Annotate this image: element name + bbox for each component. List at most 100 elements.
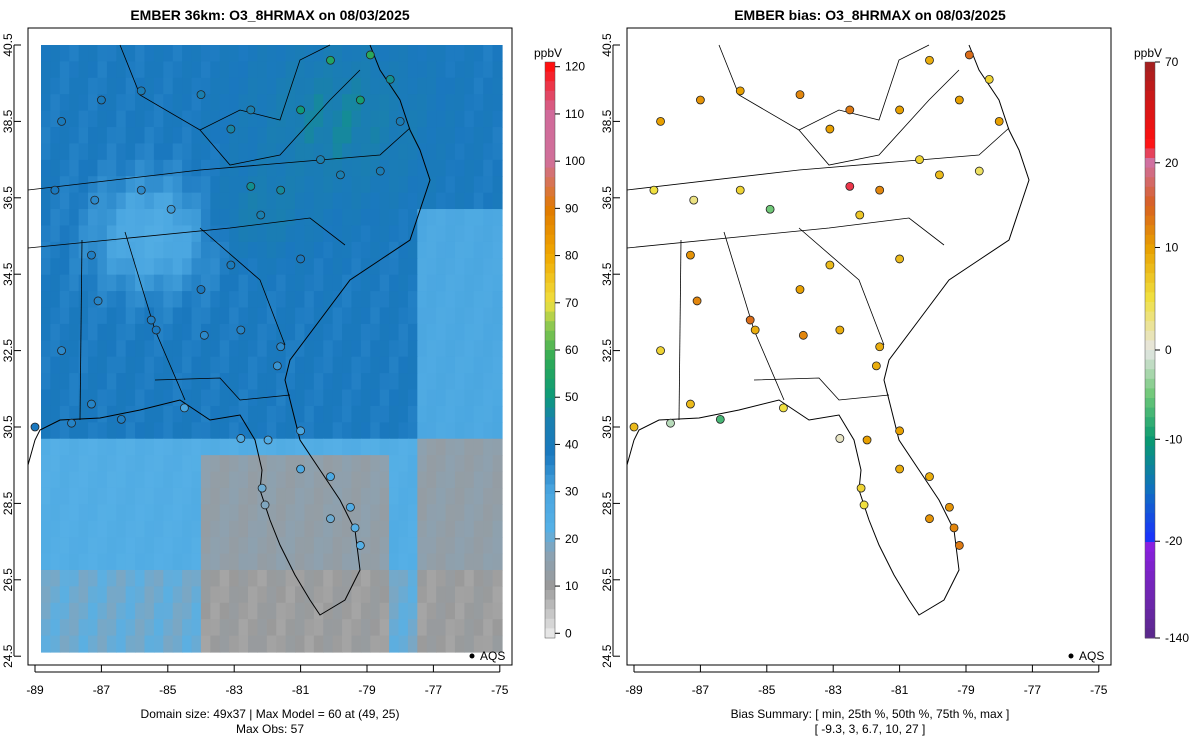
grid-cell: [445, 537, 456, 555]
grid-cell: [332, 127, 343, 145]
grid-cell: [116, 422, 127, 440]
grid-cell: [191, 274, 202, 292]
grid-cell: [116, 586, 127, 604]
bias-point: [875, 185, 885, 195]
grid-cell: [59, 77, 70, 95]
grid-cell: [229, 569, 240, 587]
grid-cell: [50, 176, 61, 194]
grid-cell: [59, 422, 70, 440]
grid-cell: [116, 323, 127, 341]
grid-cell: [276, 291, 287, 309]
grid-cell: [304, 455, 315, 473]
grid-cell: [304, 291, 315, 309]
grid-cell: [285, 159, 296, 177]
grid-cell: [351, 471, 362, 489]
grid-cell: [417, 487, 428, 505]
grid-cell: [313, 77, 324, 95]
grid-cell: [379, 356, 390, 374]
grid-cell: [360, 340, 371, 358]
grid-cell: [50, 225, 61, 243]
grid-cell: [436, 94, 447, 112]
grid-cell: [483, 274, 494, 292]
grid-cell: [135, 422, 146, 440]
colorbar-segment: [1145, 273, 1155, 284]
grid-cell: [106, 471, 117, 489]
grid-cell: [379, 176, 390, 194]
grid-cell: [473, 225, 484, 243]
grid-cell: [106, 487, 117, 505]
grid-cell: [229, 241, 240, 259]
grid-cell: [229, 553, 240, 571]
grid-cell: [276, 487, 287, 505]
grid-cell: [464, 258, 475, 276]
grid-cell: [191, 635, 202, 653]
grid-cell: [379, 225, 390, 243]
grid-cell: [97, 356, 108, 374]
grid-cell: [191, 455, 202, 473]
grid-cell: [200, 209, 211, 227]
grid-cell: [97, 619, 108, 637]
grid-cell: [492, 471, 503, 489]
grid-cell: [295, 569, 306, 587]
grid-cell: [323, 61, 334, 79]
grid-cell: [182, 619, 193, 637]
grid-cell: [436, 110, 447, 128]
grid-cell: [266, 159, 277, 177]
grid-cell: [182, 94, 193, 112]
grid-cell: [323, 619, 334, 637]
bias-point: [845, 181, 855, 191]
grid-cell: [78, 291, 89, 309]
grid-cell: [342, 373, 353, 391]
grid-cell: [445, 94, 456, 112]
grid-cell: [163, 274, 174, 292]
grid-cell: [342, 307, 353, 325]
grid-cell: [342, 340, 353, 358]
grid-cell: [238, 143, 249, 161]
grid-cell: [295, 438, 306, 456]
grid-cell: [332, 635, 343, 653]
colorbar-segment: [1145, 580, 1155, 591]
grid-cell: [426, 356, 437, 374]
grid-cell: [436, 127, 447, 145]
colorbar-tick-label: 10: [1165, 240, 1179, 254]
grid-cell: [172, 602, 183, 620]
grid-cell: [144, 94, 155, 112]
grid-cell: [238, 602, 249, 620]
grid-cell: [163, 356, 174, 374]
grid-cell: [360, 619, 371, 637]
grid-cell: [144, 487, 155, 505]
grid-cell: [97, 45, 108, 63]
grid-cell: [417, 455, 428, 473]
grid-cell: [436, 455, 447, 473]
colorbar-segment: [545, 369, 555, 380]
grid-cell: [229, 438, 240, 456]
grid-cell: [41, 553, 52, 571]
colorbar-segment: [1145, 532, 1155, 543]
grid-cell: [483, 455, 494, 473]
grid-cell: [473, 241, 484, 259]
grid-cell: [106, 389, 117, 407]
obs-point: [57, 117, 66, 126]
grid-cell: [41, 373, 52, 391]
grid-cell: [436, 209, 447, 227]
grid-cell: [219, 619, 230, 637]
footer-line-1: Bias Summary: [ min, 25th %, 50th %, 75t…: [731, 707, 1010, 721]
grid-cell: [473, 45, 484, 63]
grid-cell: [445, 471, 456, 489]
grid-cell: [313, 422, 324, 440]
grid-cell: [407, 258, 418, 276]
grid-cell: [182, 258, 193, 276]
grid-cell: [398, 176, 409, 194]
grid-cell: [379, 405, 390, 423]
grid-cell: [454, 373, 465, 391]
grid-cell: [407, 471, 418, 489]
grid-cell: [483, 602, 494, 620]
grid-cell: [360, 537, 371, 555]
grid-cell: [257, 110, 268, 128]
grid-cell: [379, 241, 390, 259]
grid-cell: [144, 45, 155, 63]
grid-cell: [454, 274, 465, 292]
obs-point: [395, 117, 405, 126]
grid-cell: [97, 635, 108, 653]
grid-cell: [276, 176, 287, 194]
